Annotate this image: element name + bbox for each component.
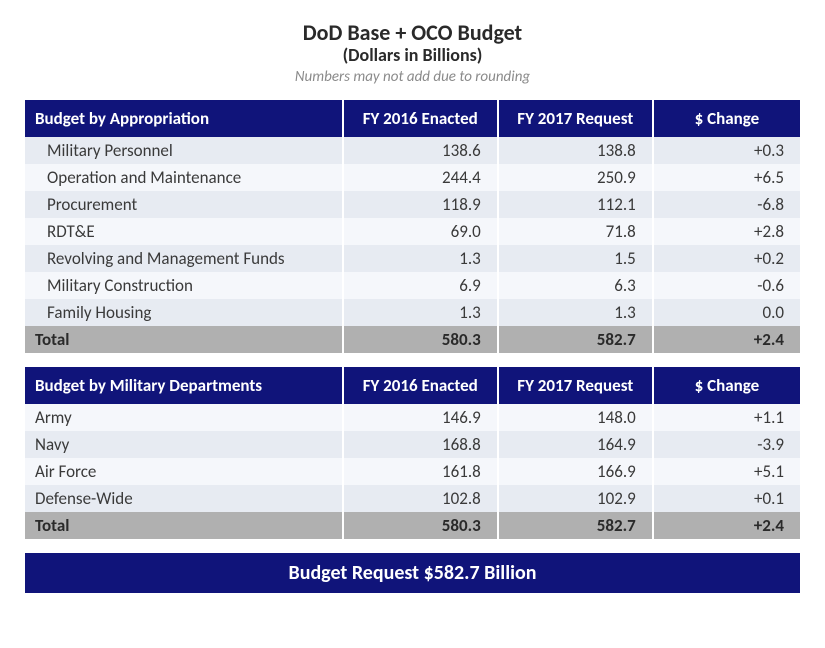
cell-label: Air Force: [25, 458, 343, 485]
cell-label: Army: [25, 404, 343, 431]
table-header-row: Budget by Military Departments FY 2016 E…: [25, 367, 800, 404]
cell-chg: -6.8: [653, 191, 800, 218]
cell-chg: +2.8: [653, 218, 800, 245]
col-header-fy17: FY 2017 Request: [498, 367, 653, 404]
cell-fy17: 1.5: [498, 245, 653, 272]
table-row: Military Personnel 138.6 138.8 +0.3: [25, 137, 800, 164]
cell-chg: -3.9: [653, 431, 800, 458]
cell-chg: +0.2: [653, 245, 800, 272]
cell-chg: +2.4: [653, 326, 800, 353]
cell-label: RDT&E: [25, 218, 343, 245]
table-total-row: Total 580.3 582.7 +2.4: [25, 512, 800, 539]
cell-fy17: 166.9: [498, 458, 653, 485]
cell-fy17: 164.9: [498, 431, 653, 458]
cell-fy17: 6.3: [498, 272, 653, 299]
cell-fy16: 580.3: [343, 326, 498, 353]
cell-label: Defense-Wide: [25, 485, 343, 512]
cell-fy17: 250.9: [498, 164, 653, 191]
table-row: Defense-Wide 102.8 102.9 +0.1: [25, 485, 800, 512]
table-row: Family Housing 1.3 1.3 0.0: [25, 299, 800, 326]
cell-fy16: 146.9: [343, 404, 498, 431]
cell-label: Total: [25, 326, 343, 353]
table-header-row: Budget by Appropriation FY 2016 Enacted …: [25, 100, 800, 137]
cell-fy16: 1.3: [343, 299, 498, 326]
cell-fy16: 69.0: [343, 218, 498, 245]
table-row: Navy 168.8 164.9 -3.9: [25, 431, 800, 458]
table-row: Procurement 118.9 112.1 -6.8: [25, 191, 800, 218]
cell-chg: 0.0: [653, 299, 800, 326]
cell-label: Military Construction: [25, 272, 343, 299]
cell-fy17: 102.9: [498, 485, 653, 512]
cell-fy16: 102.8: [343, 485, 498, 512]
cell-label: Procurement: [25, 191, 343, 218]
cell-label: Operation and Maintenance: [25, 164, 343, 191]
title-block: DoD Base + OCO Budget (Dollars in Billio…: [25, 20, 800, 86]
col-header-label: Budget by Appropriation: [25, 100, 343, 137]
cell-label: Total: [25, 512, 343, 539]
col-header-label: Budget by Military Departments: [25, 367, 343, 404]
cell-label: Family Housing: [25, 299, 343, 326]
cell-fy16: 138.6: [343, 137, 498, 164]
cell-fy17: 582.7: [498, 512, 653, 539]
cell-fy16: 168.8: [343, 431, 498, 458]
cell-fy16: 161.8: [343, 458, 498, 485]
cell-chg: +5.1: [653, 458, 800, 485]
col-header-fy16: FY 2016 Enacted: [343, 100, 498, 137]
cell-fy17: 138.8: [498, 137, 653, 164]
cell-label: Military Personnel: [25, 137, 343, 164]
col-header-change: $ Change: [653, 100, 800, 137]
table-appropriation: Budget by Appropriation FY 2016 Enacted …: [25, 100, 800, 353]
cell-fy17: 148.0: [498, 404, 653, 431]
cell-fy16: 244.4: [343, 164, 498, 191]
cell-chg: +0.3: [653, 137, 800, 164]
col-header-fy16: FY 2016 Enacted: [343, 367, 498, 404]
cell-fy17: 582.7: [498, 326, 653, 353]
cell-label: Revolving and Management Funds: [25, 245, 343, 272]
cell-chg: +6.5: [653, 164, 800, 191]
page-subtitle: (Dollars in Billions): [25, 45, 800, 66]
table-row: Air Force 161.8 166.9 +5.1: [25, 458, 800, 485]
table-total-row: Total 580.3 582.7 +2.4: [25, 326, 800, 353]
cell-fy16: 118.9: [343, 191, 498, 218]
rounding-note: Numbers may not add due to rounding: [25, 68, 800, 86]
table-row: RDT&E 69.0 71.8 +2.8: [25, 218, 800, 245]
cell-fy16: 580.3: [343, 512, 498, 539]
cell-chg: -0.6: [653, 272, 800, 299]
table-departments: Budget by Military Departments FY 2016 E…: [25, 367, 800, 539]
table-row: Revolving and Management Funds 1.3 1.5 +…: [25, 245, 800, 272]
table-row: Army 146.9 148.0 +1.1: [25, 404, 800, 431]
cell-fy17: 71.8: [498, 218, 653, 245]
cell-fy16: 6.9: [343, 272, 498, 299]
table-row: Military Construction 6.9 6.3 -0.6: [25, 272, 800, 299]
page-title: DoD Base + OCO Budget: [25, 20, 800, 45]
cell-label: Navy: [25, 431, 343, 458]
cell-chg: +2.4: [653, 512, 800, 539]
col-header-fy17: FY 2017 Request: [498, 100, 653, 137]
table-row: Operation and Maintenance 244.4 250.9 +6…: [25, 164, 800, 191]
cell-fy17: 112.1: [498, 191, 653, 218]
cell-chg: +0.1: [653, 485, 800, 512]
footer-summary: Budget Request $582.7 Billion: [25, 553, 800, 593]
cell-fy16: 1.3: [343, 245, 498, 272]
cell-fy17: 1.3: [498, 299, 653, 326]
col-header-change: $ Change: [653, 367, 800, 404]
cell-chg: +1.1: [653, 404, 800, 431]
